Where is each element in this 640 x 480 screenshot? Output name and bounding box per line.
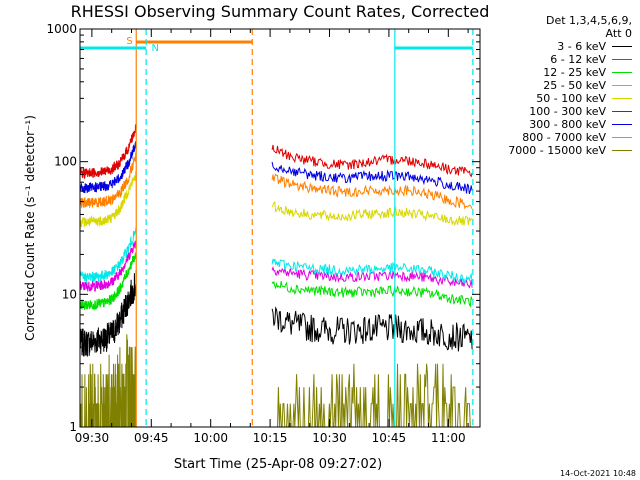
legend-entry-label: 6 - 12 keV	[550, 53, 606, 66]
series-line	[271, 173, 473, 210]
legend-rows: 3 - 6 keV 6 - 12 keV 12 - 25 keV 25 - 50 ke…	[472, 40, 632, 157]
legend-entry-label: 25 - 50 keV	[543, 79, 606, 92]
legend-swatch	[612, 124, 632, 125]
series-line	[79, 170, 137, 228]
series-line	[271, 201, 473, 227]
legend-entry: 50 - 100 keV	[472, 92, 632, 105]
night-label: N	[152, 43, 159, 54]
legend-entry-label: 800 - 7000 keV	[522, 131, 606, 144]
y-axis-label: Corrected Count Rate (s⁻¹ detector⁻¹)	[23, 115, 37, 341]
legend-entry: 6 - 12 keV	[472, 53, 632, 66]
series-layer	[79, 124, 473, 428]
legend-entry: 12 - 25 keV	[472, 66, 632, 79]
legend-entry-label: 50 - 100 keV	[536, 92, 606, 105]
legend-entry: 800 - 7000 keV	[472, 131, 632, 144]
y-tick-label: 10	[62, 287, 77, 301]
series-line	[271, 258, 473, 285]
legend-swatch	[612, 85, 632, 86]
series-line	[271, 306, 473, 352]
series-line	[79, 124, 137, 180]
series-line	[271, 280, 473, 308]
series-line	[80, 334, 137, 428]
y-tick-label: 1000	[46, 22, 77, 36]
series-line	[271, 144, 473, 178]
x-tick-label: 10:45	[372, 431, 407, 445]
series-line	[79, 226, 137, 284]
series-line	[79, 152, 137, 209]
x-tick-label: 10:15	[253, 431, 288, 445]
legend-entry: 300 - 800 keV	[472, 118, 632, 131]
legend-entry-label: 3 - 6 keV	[557, 40, 606, 53]
legend-swatch	[612, 137, 632, 138]
x-tick-label: 11:00	[431, 431, 466, 445]
legend-entry-label: 300 - 800 keV	[529, 118, 606, 131]
saa-label: S	[126, 36, 132, 47]
series-line	[79, 252, 137, 311]
legend-swatch	[612, 72, 632, 73]
x-tick-label: 10:00	[193, 431, 228, 445]
legend-entry: 100 - 300 keV	[472, 105, 632, 118]
x-tick-label: 10:30	[312, 431, 347, 445]
legend-entry-label: 7000 - 15000 keV	[508, 144, 606, 157]
legend-entry: 3 - 6 keV	[472, 40, 632, 53]
x-axis-label: Start Time (25-Apr-08 09:27:02)	[174, 457, 382, 472]
series-line	[271, 161, 473, 195]
legend-swatch	[612, 59, 632, 60]
legend-swatch	[612, 150, 632, 151]
marker-layer: SN	[80, 29, 474, 427]
legend-entry: 25 - 50 keV	[472, 79, 632, 92]
legend-swatch	[612, 46, 632, 47]
y-tick-label: 100	[54, 155, 77, 169]
legend-entry-label: 12 - 25 keV	[543, 66, 606, 79]
x-tick-label: 09:45	[134, 431, 169, 445]
series-line	[79, 240, 137, 292]
series-line	[79, 269, 137, 357]
legend-header-line-1: Det 1,3,4,5,6,9,	[545, 14, 632, 27]
footer-timestamp: 14-Oct-2021 10:48	[560, 469, 636, 478]
series-line	[79, 141, 137, 194]
chart-title: RHESSI Observing Summary Count Rates, Co…	[71, 2, 490, 21]
legend-swatch	[612, 98, 632, 99]
legend-entry: 7000 - 15000 keV	[472, 144, 632, 157]
y-tick-label: 1	[69, 420, 77, 434]
legend-entry-label: 100 - 300 keV	[529, 105, 606, 118]
legend-swatch	[612, 111, 632, 112]
series-line	[272, 363, 473, 428]
legend: Det 1,3,4,5,6,9, Att 0 3 - 6 keV 6 - 12 k…	[472, 14, 632, 157]
x-tick-label: 09:30	[75, 431, 110, 445]
legend-header-line-2: Att 0	[605, 27, 632, 40]
axis-layer: 09:30 09:45 10:00 10:15 10:30 10:45 11:00 1 10 10…	[46, 22, 480, 445]
plot-frame	[79, 28, 481, 428]
